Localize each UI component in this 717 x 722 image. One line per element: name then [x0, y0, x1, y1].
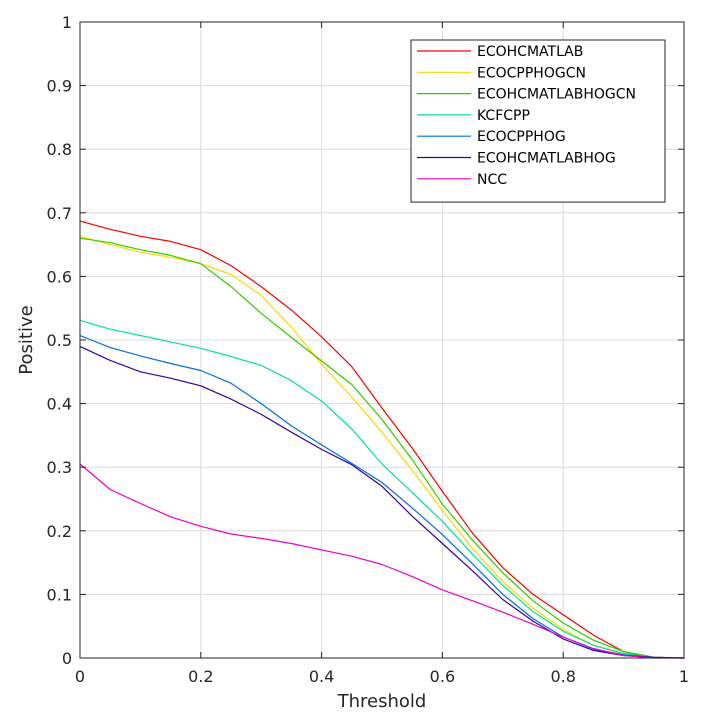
- legend-label: ECOHCMATLAB: [477, 44, 583, 60]
- y-tick-label: 0.5: [47, 331, 72, 350]
- x-tick-label: 0: [75, 667, 85, 686]
- series-line-ecohcmatlab: [79, 220, 685, 659]
- y-tick-label: 1: [62, 13, 72, 32]
- legend-box: [410, 39, 666, 203]
- y-tick-label: 0.1: [47, 585, 72, 604]
- y-tick-label: 0.3: [47, 458, 72, 477]
- y-tick-label: 0.4: [47, 395, 72, 414]
- legend-label: NCC: [477, 172, 507, 188]
- x-tick-label: 0.8: [550, 667, 575, 686]
- legend-label: ECOHCMATLABHOG: [477, 151, 616, 167]
- series-line-ncc: [79, 463, 685, 659]
- series-layer: [79, 220, 685, 659]
- y-tick-label: 0.8: [47, 140, 72, 159]
- x-tick-label: 0.2: [188, 667, 213, 686]
- y-tick-label: 0.9: [47, 77, 72, 96]
- x-axis-label: Threshold: [337, 691, 427, 712]
- x-tick-label: 1: [679, 667, 689, 686]
- legend-label: ECOCPPHOGCN: [477, 65, 586, 81]
- series-line-ecohcmatlabhog: [79, 345, 685, 659]
- legend-label: KCFCPP: [477, 108, 530, 124]
- x-tick-label: 0.4: [309, 667, 334, 686]
- legend: ECOHCMATLAB ECOCPPHOGCN ECOHCMATLABHOGCN KC…: [410, 39, 666, 203]
- series-line-ecohcmatlabhogcn: [79, 237, 685, 659]
- y-tick-label: 0.6: [47, 267, 72, 286]
- series-line-kcfcpp: [79, 319, 685, 659]
- y-axis-label: Positive: [16, 305, 37, 374]
- legend-label: ECOCPPHOG: [477, 129, 566, 145]
- y-tick-label: 0.2: [47, 522, 72, 541]
- y-tick-label: 0.7: [47, 204, 72, 223]
- legend-label: ECOHCMATLABHOGCN: [477, 87, 636, 103]
- axis-ticks: 0 0.2 0.4 0.6 0.8 1 0 0.1 0.2 0.3 0.4 0.5 0.6 0.7 0.8 0…: [47, 13, 690, 686]
- y-tick-label: 0: [62, 649, 72, 668]
- x-tick-label: 0.6: [430, 667, 455, 686]
